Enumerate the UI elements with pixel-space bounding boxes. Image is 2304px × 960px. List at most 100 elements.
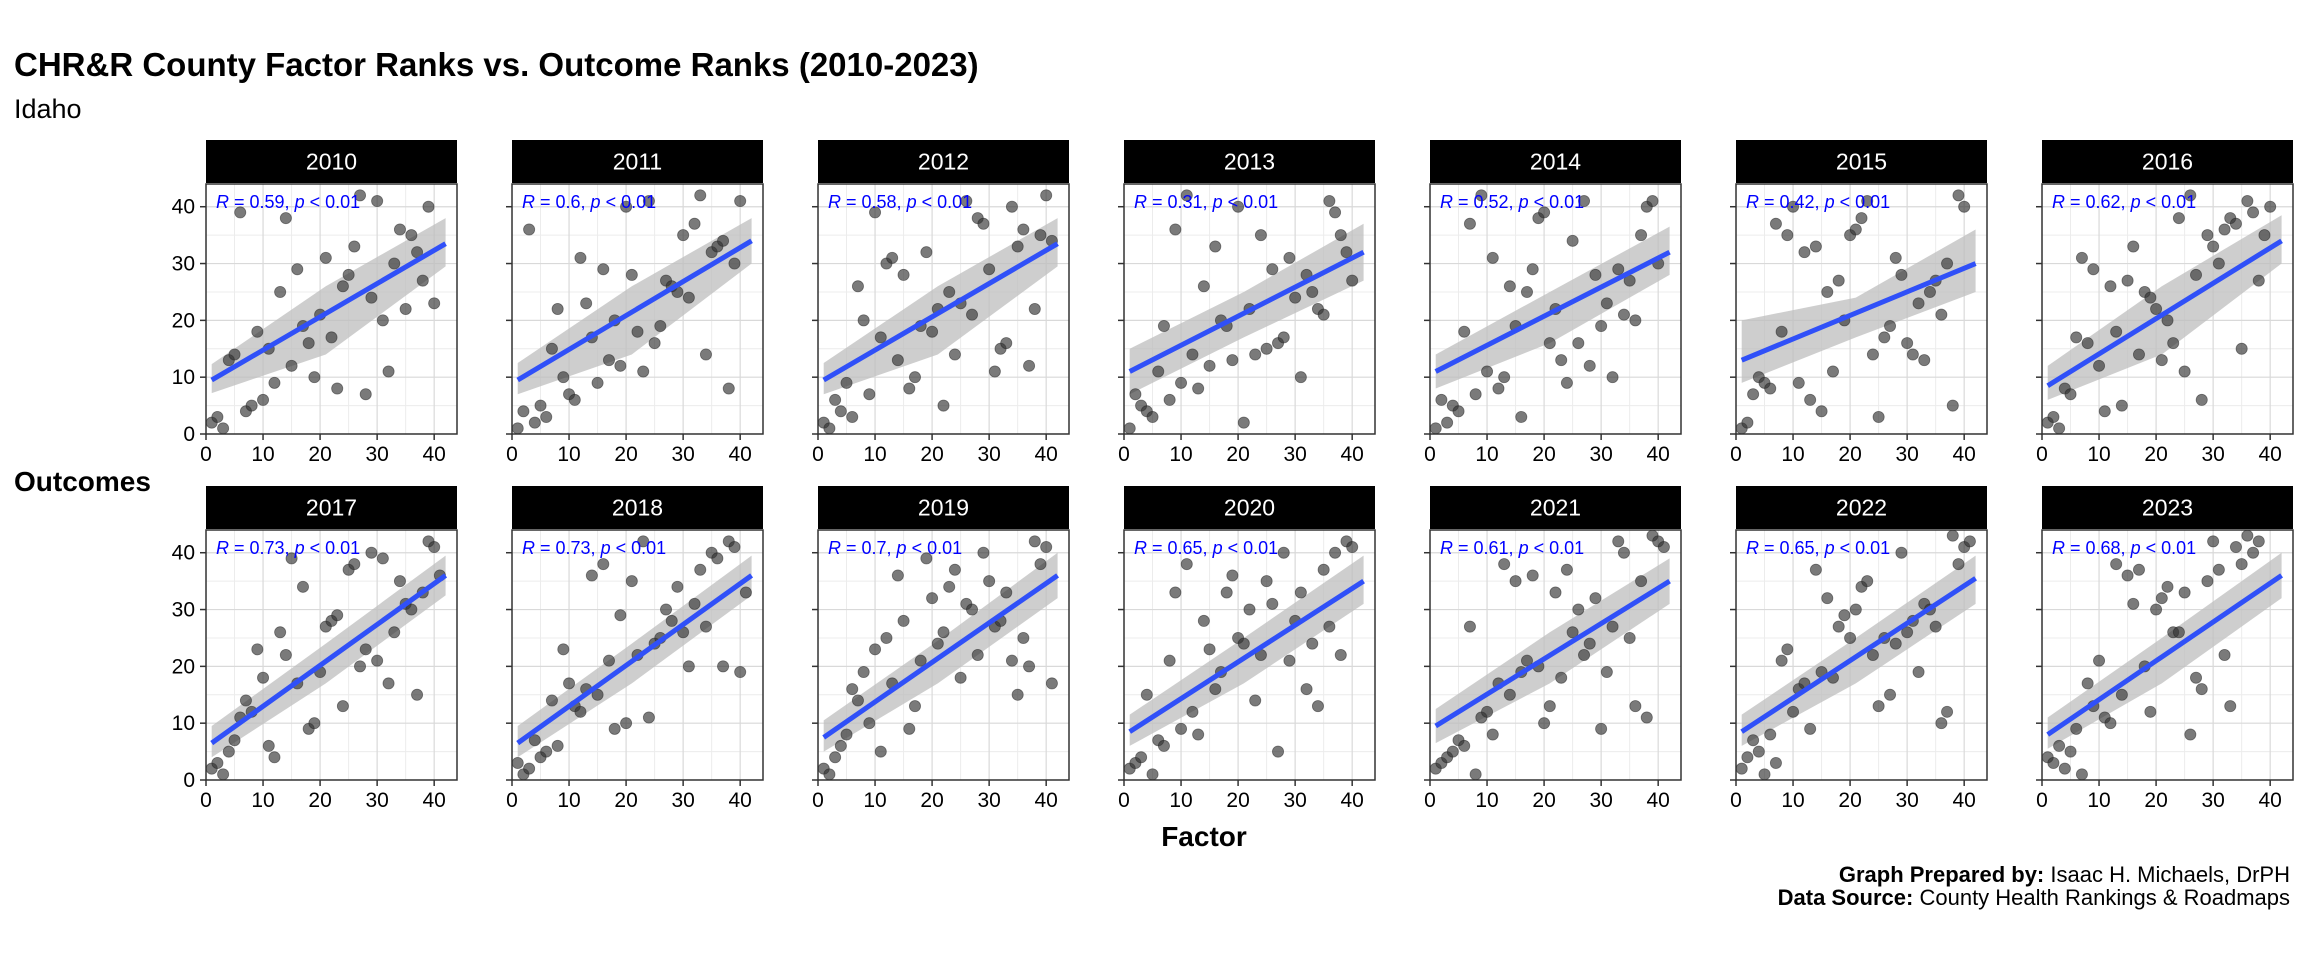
corr-r-value: = 0.7,: [841, 538, 897, 558]
corr-p-value: < 0.01: [1223, 192, 1279, 212]
data-point: [648, 337, 661, 350]
data-point: [1889, 637, 1902, 650]
data-point: [1157, 739, 1170, 752]
data-point: [2093, 654, 2106, 667]
data-point: [602, 654, 615, 667]
data-point: [1872, 410, 1885, 423]
data-point: [268, 751, 281, 764]
data-point: [869, 643, 882, 656]
panel-plot-area: [1124, 530, 1375, 780]
data-point: [1866, 649, 1879, 662]
data-point: [1952, 189, 1965, 202]
panel-plot-area: [512, 530, 763, 780]
data-point: [585, 569, 598, 582]
corr-r-value: = 0.6,: [535, 192, 591, 212]
data-point: [660, 603, 673, 616]
data-point: [1294, 371, 1307, 384]
data-point: [1895, 546, 1908, 559]
data-point: [1520, 654, 1533, 667]
data-point: [642, 711, 655, 724]
x-tick-label: 30: [2201, 443, 2224, 466]
data-point: [920, 552, 933, 565]
corr-p-value: < 0.01: [601, 192, 657, 212]
data-point: [614, 609, 627, 622]
x-tick-label: 40: [1647, 789, 1670, 812]
x-tick-label: 20: [2144, 443, 2167, 466]
data-point: [1481, 705, 1494, 718]
chart-title: CHR&R County Factor Ranks vs. Outcome Ra…: [14, 46, 979, 83]
data-point: [1232, 200, 1245, 213]
data-point: [428, 297, 441, 310]
data-point: [354, 189, 367, 202]
facet-strip-label: 2014: [1530, 149, 1581, 175]
data-point: [1011, 688, 1024, 701]
facet-strip-label: 2021: [1530, 495, 1581, 521]
data-point: [2144, 291, 2157, 304]
data-point: [1600, 297, 1613, 310]
x-axis-title: Factor: [1161, 821, 1247, 852]
panel-border: [817, 183, 1070, 435]
data-point: [1775, 654, 1788, 667]
data-point: [654, 320, 667, 333]
data-point: [1266, 597, 1279, 610]
data-point: [717, 234, 730, 247]
data-point: [1560, 563, 1573, 576]
data-point: [1520, 285, 1533, 298]
correlation-label: R = 0.6, p < 0.01: [522, 192, 656, 212]
data-point: [1040, 541, 1053, 554]
panel-border: [1123, 183, 1376, 435]
x-tick-label: 10: [863, 443, 886, 466]
panel-plot-area: [2042, 184, 2293, 434]
data-point: [2098, 405, 2111, 418]
data-point: [1311, 700, 1324, 713]
data-point: [625, 268, 638, 281]
corr-p-value: < 0.01: [1223, 538, 1279, 558]
data-point: [2247, 546, 2260, 559]
data-point: [943, 580, 956, 593]
facet-panel-2015: 2015 R = 0.42, p < 0.01 0 10 20 30 40: [1730, 140, 1988, 466]
y-axis-title: Outcomes: [14, 466, 151, 497]
data-point: [1452, 405, 1465, 418]
facet-strip: [818, 140, 1069, 183]
data-point: [365, 291, 378, 304]
data-point: [279, 649, 292, 662]
data-point: [977, 546, 990, 559]
data-point: [2218, 223, 2231, 236]
data-point: [1152, 365, 1165, 378]
data-point: [1441, 416, 1454, 429]
data-point: [1300, 683, 1313, 696]
x-tick-label: 10: [1475, 443, 1498, 466]
data-point: [1000, 586, 1013, 599]
corr-r-symbol: R: [1440, 538, 1453, 558]
corr-p-value: < 0.01: [305, 192, 361, 212]
correlation-label: R = 0.59, p < 0.01: [216, 192, 360, 212]
data-point: [1912, 666, 1925, 679]
data-point: [846, 683, 859, 696]
data-point: [1498, 371, 1511, 384]
data-point: [1838, 609, 1851, 622]
data-point: [908, 700, 921, 713]
data-point: [1486, 728, 1499, 741]
data-point: [2184, 728, 2197, 741]
data-point: [886, 251, 899, 264]
x-tick-label: 20: [1532, 443, 1555, 466]
confidence-band: [1129, 555, 1364, 746]
x-tick-label: 30: [1283, 789, 1306, 812]
data-point: [1169, 223, 1182, 236]
trend-line: [516, 573, 754, 746]
data-point: [1832, 620, 1845, 633]
data-point: [540, 745, 553, 758]
data-point: [399, 302, 412, 315]
data-point: [1589, 268, 1602, 281]
data-point: [2235, 342, 2248, 355]
data-point: [1266, 263, 1279, 276]
data-point: [348, 240, 361, 253]
data-point: [1923, 285, 1936, 298]
data-point: [1169, 586, 1182, 599]
x-tick-label: 10: [2087, 443, 2110, 466]
y-tick-label: 30: [172, 599, 195, 622]
corr-r-symbol: R: [1746, 192, 1759, 212]
data-point: [717, 660, 730, 673]
x-tick-label: 10: [1475, 789, 1498, 812]
corr-p-value: < 0.01: [907, 538, 963, 558]
